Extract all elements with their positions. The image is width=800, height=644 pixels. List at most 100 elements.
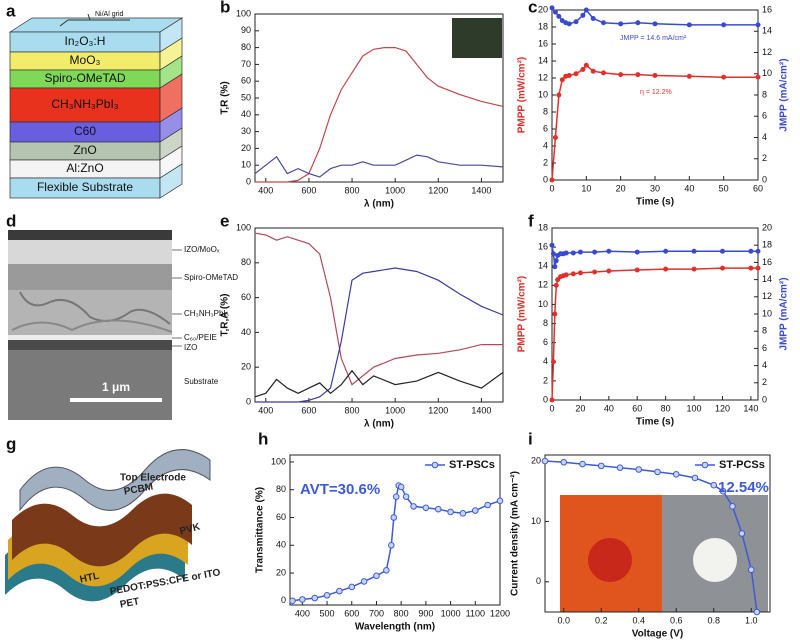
data-point [616, 464, 624, 471]
data-point [606, 248, 612, 254]
annotation: η = 12.2% [640, 89, 672, 96]
y-tick-label: 18 [538, 21, 548, 31]
x-axis-label: Time (s) [636, 417, 674, 428]
data-point [635, 72, 641, 78]
data-point [652, 72, 658, 78]
series-line [551, 267, 758, 401]
x-tick-label: 20 [616, 183, 626, 193]
y-tick-label: 0 [543, 394, 548, 404]
sem-label: CH₃NH₃PbI₃ [184, 309, 229, 318]
data-point [753, 608, 761, 616]
y-tick-label: 0 [246, 396, 251, 406]
data-point [580, 12, 586, 18]
layer-label: Al:ZnO [66, 161, 103, 175]
y-tick-label: 18 [538, 222, 548, 232]
data-point [590, 16, 596, 21]
layer-label: Flexible Substrate [37, 180, 133, 194]
x-tick-label: 0.6 [670, 615, 683, 625]
annotation: JMPP = 14.6 mA/cm² [620, 35, 687, 42]
layer-label: C60 [74, 124, 96, 138]
data-point [552, 311, 558, 317]
legend-label: ST-PCSs [719, 459, 765, 471]
x-tick-label: 1000 [385, 185, 405, 195]
layer-side [159, 163, 183, 199]
device-label: PCBM [123, 482, 154, 498]
data-point [484, 501, 491, 509]
y2-tick-label: 6 [762, 111, 767, 121]
data-point [373, 572, 380, 580]
annotation: 12.54% [718, 479, 769, 496]
series-line [551, 245, 758, 267]
y-tick-label: 2 [543, 375, 548, 385]
y2-tick-label: 12 [762, 47, 772, 57]
data-point [580, 67, 586, 72]
y-tick-label: 8 [543, 318, 548, 328]
data-point [579, 460, 586, 468]
data-point [552, 264, 558, 270]
data-point [563, 250, 569, 256]
x-tick-label: 900 [418, 608, 433, 618]
device-label: Top Electrode [120, 473, 186, 484]
y-tick-label: 60 [241, 76, 251, 86]
x-tick-label: 1400 [471, 405, 491, 415]
y-tick-label: 14 [538, 261, 548, 271]
y-tick-label: 20 [241, 143, 251, 153]
data-point [634, 249, 640, 255]
y-tick-label: 0 [246, 176, 251, 186]
data-point [652, 21, 658, 27]
data-point [459, 510, 467, 517]
y-tick-label: 0 [281, 595, 286, 605]
sem-label: Spiro-OMeTAD [184, 273, 238, 282]
data-point [710, 481, 718, 489]
x-tick-label: 1200 [490, 608, 510, 618]
y-tick-label: 16 [538, 241, 548, 251]
x-tick-label: 10 [581, 183, 591, 193]
data-point [387, 541, 395, 549]
x-tick-label: 1100 [466, 608, 485, 618]
data-point [738, 530, 746, 537]
x-tick-label: 400 [258, 405, 273, 415]
x-tick-label: 400 [295, 608, 310, 618]
x-tick-label: 0 [549, 403, 554, 413]
data-point [549, 242, 555, 248]
x-tick-label: 800 [345, 185, 360, 195]
y-tick-label: 10 [531, 516, 541, 526]
series-line [255, 47, 504, 183]
scale-label: 1 μm [102, 380, 130, 394]
y2-tick-label: 4 [762, 360, 767, 370]
layer [9, 87, 161, 123]
data-point [577, 249, 583, 255]
y-tick-label: 70 [241, 59, 251, 69]
data-point [563, 272, 569, 278]
y-axis-label: T,R (%) [220, 81, 231, 114]
x-tick-label: 0.0 [557, 615, 570, 625]
data-point [552, 135, 558, 140]
sem-label: IZO [184, 343, 197, 352]
x-tick-label: 600 [301, 185, 316, 195]
y-tick-label: 60 [241, 292, 251, 302]
data-point [541, 457, 549, 465]
series-line [254, 154, 504, 178]
y-tick-label: 14 [538, 55, 548, 65]
panel-label: f [528, 211, 534, 230]
layer-label: CH₃NH₃PbI₃ [51, 97, 118, 111]
x-tick-label: 1000 [441, 608, 461, 618]
data-point [566, 72, 572, 78]
data-point [573, 71, 579, 77]
y2-tick-label: 8 [762, 326, 767, 336]
y-axis-label: T,R,A (%) [220, 294, 231, 337]
legend-label: ST-PSCs [449, 459, 495, 471]
data-point [311, 594, 319, 602]
y2-tick-label: 0 [762, 394, 767, 404]
data-point [691, 248, 697, 254]
x-tick-label: 0.8 [707, 615, 720, 625]
data-point [573, 19, 579, 25]
y-tick-label: 100 [271, 456, 286, 466]
data-point [471, 507, 479, 514]
y-tick-label: 100 [236, 222, 251, 232]
y-tick-label: 80 [276, 484, 286, 494]
data-point [686, 22, 692, 28]
y-tick-label: 8 [543, 106, 548, 116]
x-axis-label: λ (nm) [364, 419, 394, 430]
